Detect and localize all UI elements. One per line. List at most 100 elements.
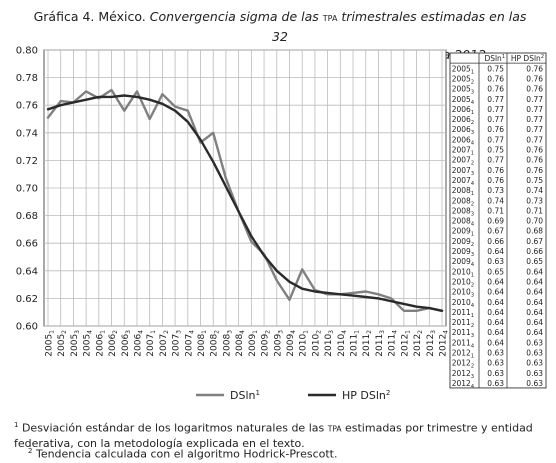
table-value-cell: 0.77 xyxy=(487,135,504,144)
table-period-cell: 20052 xyxy=(452,74,474,85)
table-value-cell: 0.64 xyxy=(526,308,543,317)
y-tick-label: 0.72 xyxy=(16,156,38,167)
x-tick-label: 20074 xyxy=(184,330,195,357)
table-period-cell: 20084 xyxy=(452,217,474,228)
table-period-cell: 20124 xyxy=(452,379,474,390)
table-value-cell: 0.63 xyxy=(526,379,543,388)
table-value-cell: 0.77 xyxy=(487,115,504,124)
table-value-cell: 0.76 xyxy=(526,64,543,73)
x-tick-label: 20124 xyxy=(439,330,450,357)
series-line-dsln xyxy=(46,88,444,312)
table-value-cell: 0.76 xyxy=(526,85,543,94)
table-value-cell: 0.64 xyxy=(487,288,504,297)
table-value-cell: 0.64 xyxy=(487,328,504,337)
table-period-cell: 20123 xyxy=(452,369,474,380)
table-value-cell: 0.64 xyxy=(487,298,504,307)
table-period-cell: 20091 xyxy=(452,227,474,238)
x-tick-label: 20121 xyxy=(400,330,411,357)
table-value-cell: 0.77 xyxy=(526,105,543,114)
title-part1: Convergencia sigma de las xyxy=(145,9,323,24)
y-tick-label: 0.68 xyxy=(16,211,38,222)
table-value-cell: 0.64 xyxy=(526,318,543,327)
table-value-cell: 0.63 xyxy=(487,257,504,266)
y-tick-label: 0.66 xyxy=(16,239,38,250)
table-value-cell: 0.76 xyxy=(487,85,504,94)
table-value-cell: 0.76 xyxy=(526,74,543,83)
title-line-1: Gráfica 4. México. Convergencia sigma de… xyxy=(30,8,530,46)
table-value-cell: 0.63 xyxy=(487,379,504,388)
table-value-cell: 0.73 xyxy=(526,196,543,205)
y-tick-label: 0.60 xyxy=(16,322,38,333)
table-period-cell: 20121 xyxy=(452,349,474,360)
table-period-cell: 20113 xyxy=(452,328,474,339)
table-value-cell: 0.76 xyxy=(487,176,504,185)
title-part2: trimestrales estimadas en las 32 xyxy=(272,9,527,44)
y-tick-label: 0.62 xyxy=(16,294,38,305)
table-value-cell: 0.64 xyxy=(487,247,504,256)
table-value-cell: 0.75 xyxy=(487,64,504,73)
table-period-cell: 20093 xyxy=(452,247,474,258)
x-tick-label: 20092 xyxy=(261,330,272,357)
table-value-cell: 0.77 xyxy=(526,135,543,144)
table-header-cell: HP DSln2 xyxy=(511,54,544,63)
table-value-cell: 0.77 xyxy=(526,115,543,124)
table-value-cell: 0.76 xyxy=(526,146,543,155)
table-value-cell: 0.76 xyxy=(487,74,504,83)
title-abbr: TPA xyxy=(322,14,338,23)
footnote-2-text: Tendencia calculada con el algoritmo Hod… xyxy=(32,447,338,461)
x-tick-label: 20102 xyxy=(311,330,322,357)
table-period-cell: 20083 xyxy=(452,206,474,217)
footnote-1-text-b: estimadas por trimestre y entidad federa… xyxy=(14,421,533,450)
table-value-cell: 0.64 xyxy=(487,277,504,286)
x-tick-label: 20073 xyxy=(172,330,183,357)
table-period-cell: 20112 xyxy=(452,318,474,329)
x-tick-label: 20084 xyxy=(235,330,246,357)
legend-label: DSln1 xyxy=(230,389,260,402)
x-tick-label: 20052 xyxy=(57,330,68,357)
x-tick-label: 20062 xyxy=(108,330,119,357)
table-period-cell: 20054 xyxy=(452,95,474,106)
footnote-2: 2 Tendencia calculada con el algoritmo H… xyxy=(14,444,553,462)
footnote-1-mark: 1 xyxy=(14,421,19,429)
table-value-cell: 0.71 xyxy=(526,206,543,215)
table-period-cell: 20061 xyxy=(452,105,474,116)
table-value-cell: 0.65 xyxy=(526,257,543,266)
table-value-cell: 0.67 xyxy=(487,227,504,236)
table-value-cell: 0.64 xyxy=(526,298,543,307)
table-value-cell: 0.69 xyxy=(487,217,504,226)
title-lead: Gráfica 4. México. xyxy=(33,9,146,24)
table-period-cell: 20102 xyxy=(452,277,474,288)
table-value-cell: 0.70 xyxy=(526,217,543,226)
table-value-cell: 0.77 xyxy=(487,156,504,165)
table-value-cell: 0.77 xyxy=(526,95,543,104)
table-period-cell: 20082 xyxy=(452,196,474,207)
x-tick-label: 20091 xyxy=(248,330,259,357)
x-tick-label: 20082 xyxy=(210,330,221,357)
legend-label: HP DSln2 xyxy=(342,389,390,402)
x-tick-label: 20113 xyxy=(375,330,386,357)
x-tick-label: 20081 xyxy=(197,330,208,357)
y-tick-label: 0.70 xyxy=(16,184,38,195)
x-tick-label: 20054 xyxy=(83,330,94,357)
footnote-1-abbr: TPA xyxy=(327,424,342,434)
x-tick-label: 20103 xyxy=(324,330,335,357)
x-tick-label: 20094 xyxy=(286,330,297,357)
table-period-cell: 20074 xyxy=(452,176,474,187)
table-value-cell: 0.64 xyxy=(487,308,504,317)
table-period-cell: 20064 xyxy=(452,135,474,146)
table-period-cell: 20063 xyxy=(452,125,474,136)
table-value-cell: 0.68 xyxy=(526,227,543,236)
table-value-cell: 0.74 xyxy=(487,196,504,205)
table-value-cell: 0.76 xyxy=(487,166,504,175)
table-period-cell: 20104 xyxy=(452,298,474,309)
table-value-cell: 0.77 xyxy=(487,105,504,114)
table-period-cell: 20111 xyxy=(452,308,474,319)
x-tick-label: 20064 xyxy=(133,330,144,357)
table-value-cell: 0.66 xyxy=(526,247,543,256)
x-tick-label: 20071 xyxy=(146,330,157,357)
table-value-cell: 0.67 xyxy=(526,237,543,246)
footnote-2-mark: 2 xyxy=(28,447,33,455)
x-tick-label: 20083 xyxy=(222,330,233,357)
x-tick-label: 20093 xyxy=(273,330,284,357)
table-value-cell: 0.63 xyxy=(526,359,543,368)
